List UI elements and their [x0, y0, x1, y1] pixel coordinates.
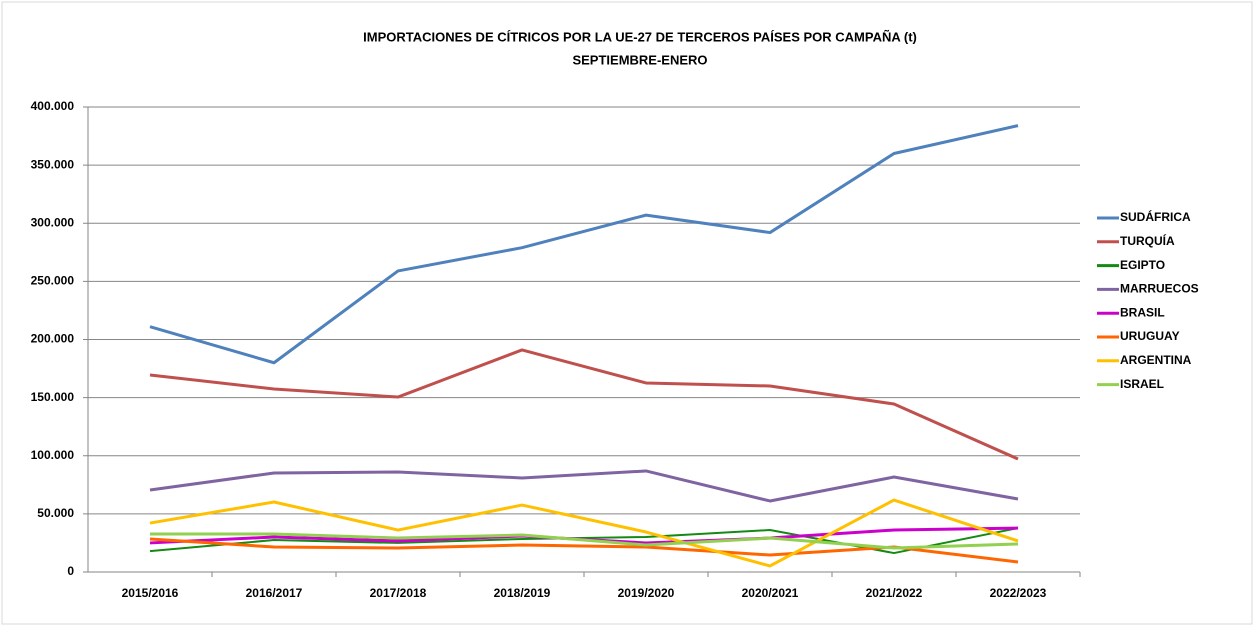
series-line: [149, 469, 1019, 503]
x-tick-label: 2020/2021: [742, 586, 799, 600]
legend-label: URUGUAY: [1120, 329, 1180, 343]
y-tick-label: 350.000: [31, 157, 75, 171]
y-tick-label: 250.000: [31, 274, 75, 288]
y-tick-label: 100.000: [31, 448, 75, 462]
x-tick-label: 2018/2019: [494, 586, 551, 600]
x-tick-label: 2015/2016: [122, 586, 179, 600]
y-tick-label: 300.000: [31, 215, 75, 229]
y-tick-label: 150.000: [31, 390, 75, 404]
series-line: [149, 124, 1019, 365]
legend-label: MARRUECOS: [1120, 282, 1199, 296]
legend-label: SUDÁFRICA: [1120, 209, 1191, 224]
series-line: [149, 498, 1019, 568]
legend-label: BRASIL: [1120, 305, 1165, 319]
y-tick-label: 400.000: [31, 99, 75, 113]
legend-label: ISRAEL: [1120, 377, 1164, 391]
chart-subtitle: SEPTIEMBRE-ENERO: [572, 52, 707, 67]
series-line: [150, 532, 1019, 550]
y-tick-label: 0: [67, 564, 74, 578]
x-tick-label: 2021/2022: [866, 586, 923, 600]
legend-label: EGIPTO: [1120, 258, 1165, 272]
series-line: [149, 348, 1019, 461]
legend-label: TURQUÍA: [1120, 233, 1175, 248]
x-tick-label: 2016/2017: [246, 586, 303, 600]
y-tick-label: 200.000: [31, 332, 75, 346]
x-tick-label: 2017/2018: [370, 586, 427, 600]
legend-label: ARGENTINA: [1120, 353, 1192, 367]
series-line: [149, 537, 1019, 564]
x-tick-label: 2022/2023: [990, 586, 1047, 600]
x-tick-label: 2019/2020: [618, 586, 675, 600]
y-tick-label: 50.000: [37, 506, 74, 520]
chart-title: IMPORTACIONES DE CÍTRICOS POR LA UE-27 D…: [363, 29, 917, 44]
